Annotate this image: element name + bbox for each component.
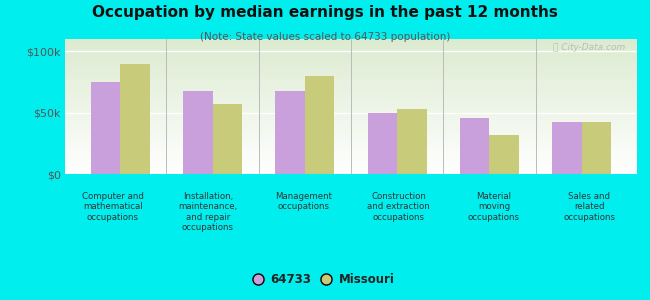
Text: Construction
and extraction
occupations: Construction and extraction occupations [367, 192, 430, 222]
Bar [91, 82, 120, 174]
Bar [305, 76, 334, 174]
Bar [582, 122, 611, 174]
Bar [183, 91, 213, 174]
Text: Installation,
maintenance,
and repair
occupations: Installation, maintenance, and repair oc… [178, 192, 238, 232]
Text: (Note: State values scaled to 64733 population): (Note: State values scaled to 64733 popu… [200, 32, 450, 41]
Bar [397, 109, 426, 174]
Bar [213, 104, 242, 174]
Legend: 64733, Missouri: 64733, Missouri [251, 269, 399, 291]
Bar [368, 112, 397, 174]
Bar [460, 118, 489, 174]
Text: Management
occupations: Management occupations [275, 192, 332, 212]
Text: ⓘ City-Data.com: ⓘ City-Data.com [553, 43, 625, 52]
Bar [489, 135, 519, 174]
Bar [552, 122, 582, 174]
Text: Computer and
mathematical
occupations: Computer and mathematical occupations [82, 192, 144, 222]
Text: Occupation by median earnings in the past 12 months: Occupation by median earnings in the pas… [92, 4, 558, 20]
Text: Material
moving
occupations: Material moving occupations [468, 192, 520, 222]
Bar [276, 91, 305, 174]
Text: Sales and
related
occupations: Sales and related occupations [564, 192, 616, 222]
Bar [120, 64, 150, 174]
